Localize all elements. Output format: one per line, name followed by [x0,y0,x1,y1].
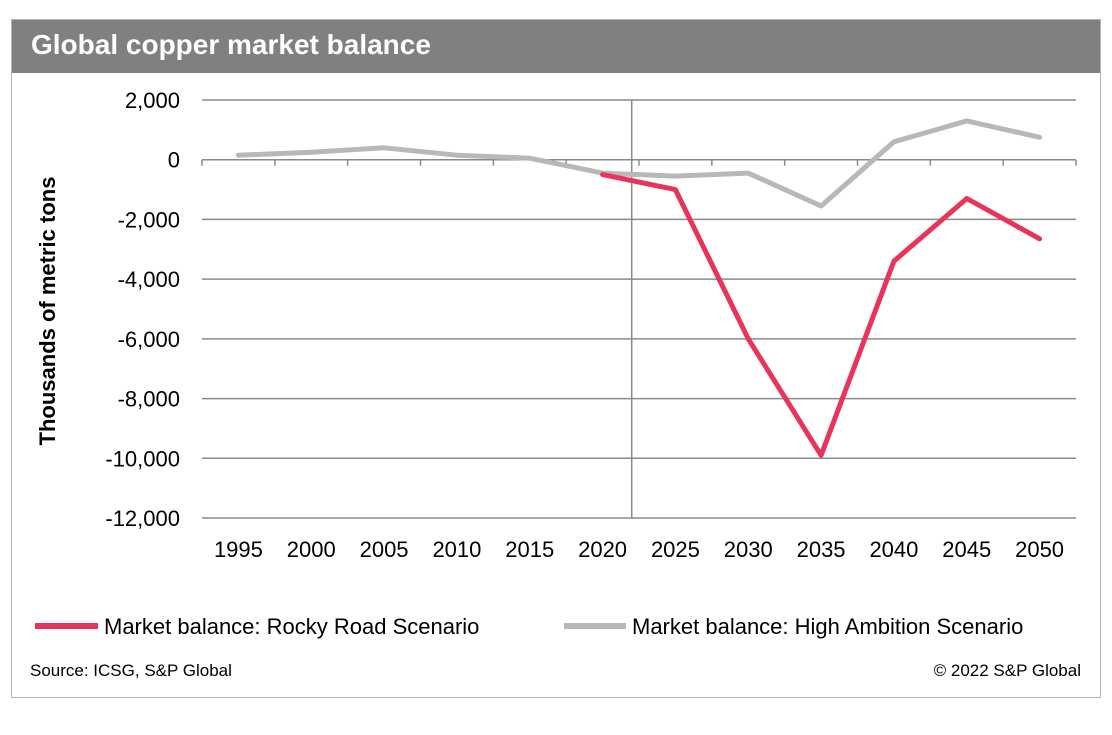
x-tick-label: 2020 [578,537,627,562]
x-tick-label: 2025 [651,537,700,562]
y-tick-label: -2,000 [118,207,180,232]
y-tick-label: 2,000 [125,88,180,113]
x-tick-label: 2000 [287,537,336,562]
y-axis-label: Thousands of metric tons [35,177,60,446]
y-tick-label: 0 [168,148,180,173]
series-line-rocky-road [600,172,1043,458]
y-tick-label: -4,000 [118,267,180,292]
legend: Market balance: Rocky Road Scenario Mark… [35,614,1023,639]
x-tick-label: 2040 [869,537,918,562]
legend-label-rocky-road: Market balance: Rocky Road Scenario [104,614,479,639]
legend-label-high-ambition: Market balance: High Ambition Scenario [632,614,1023,639]
x-tick-label: 2005 [360,537,409,562]
y-tick-label: -6,000 [118,327,180,352]
y-tick-labels: 2,000 0 -2,000 -4,000 -6,000 -8,000 -10,000 -12… [105,88,180,531]
y-tick-label: -10,000 [105,446,180,471]
y-tick-label: -8,000 [118,387,180,412]
series-layer [235,118,1043,458]
y-tick-label: -12,000 [105,506,180,531]
x-tick-labels: 1995 2000 2005 2010 2015 2020 2025 2030 2035 2040… [214,537,1064,562]
x-tick-label: 2035 [797,537,846,562]
copyright-note: © 2022 S&P Global [934,661,1081,680]
x-tick-label: 2010 [432,537,481,562]
x-tick-label: 2050 [1015,537,1064,562]
x-tick-label: 2015 [505,537,554,562]
chart-title: Global copper market balance [31,29,431,60]
x-tick-label: 2045 [942,537,991,562]
x-tick-label: 1995 [214,537,263,562]
title-bar: Global copper market balance [12,20,1100,73]
source-note: Source: ICSG, S&P Global [30,661,232,680]
series-line-high-ambition [235,118,1043,209]
x-tick-label: 2030 [724,537,773,562]
grid-lines [201,99,1077,519]
